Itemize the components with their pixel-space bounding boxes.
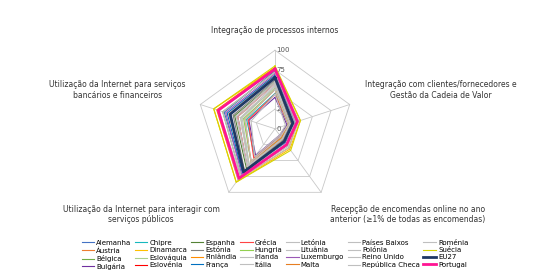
Legend: Alemanha, Áustria, Bélgica, Bulgária, Chipre, Dinamarca, Eslováquia, Eslovénia, : Alemanha, Áustria, Bélgica, Bulgária, Ch…: [81, 239, 469, 270]
Text: Utilização da Internet para serviços
bancários e financeiros: Utilização da Internet para serviços ban…: [49, 80, 185, 100]
Text: 0: 0: [277, 126, 281, 132]
Text: Integração de processos internos: Integração de processos internos: [211, 25, 339, 35]
Text: Integração com clientes/fornecedores e
Gestão da Cadeia de Valor: Integração com clientes/fornecedores e G…: [365, 80, 516, 100]
Text: 75: 75: [277, 67, 285, 73]
Text: 50: 50: [277, 87, 285, 93]
Text: Utilização da Internet para interagir com
serviços públicos: Utilização da Internet para interagir co…: [63, 205, 219, 224]
Text: Recepção de encomendas online no ano
anterior (≥1% de todas as encomendas): Recepção de encomendas online no ano ant…: [331, 205, 486, 224]
Text: 25: 25: [277, 106, 285, 112]
Text: 100: 100: [277, 47, 290, 53]
